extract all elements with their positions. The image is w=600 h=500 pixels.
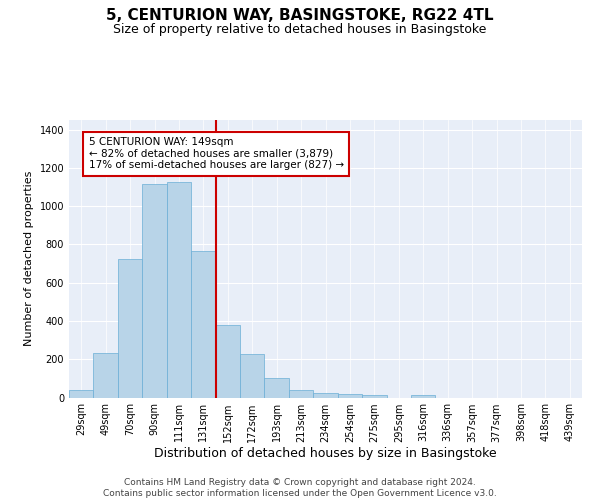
Text: Contains HM Land Registry data © Crown copyright and database right 2024.
Contai: Contains HM Land Registry data © Crown c… — [103, 478, 497, 498]
Text: 5 CENTURION WAY: 149sqm
← 82% of detached houses are smaller (3,879)
17% of semi: 5 CENTURION WAY: 149sqm ← 82% of detache… — [89, 137, 344, 170]
Text: 5, CENTURION WAY, BASINGSTOKE, RG22 4TL: 5, CENTURION WAY, BASINGSTOKE, RG22 4TL — [106, 8, 494, 22]
Bar — [411, 395, 436, 398]
Bar — [289, 390, 313, 398]
Bar — [265, 378, 289, 398]
Bar — [191, 251, 215, 398]
Bar — [215, 325, 240, 398]
Bar — [69, 390, 94, 398]
Text: Size of property relative to detached houses in Basingstoke: Size of property relative to detached ho… — [113, 22, 487, 36]
Bar — [142, 184, 167, 398]
Bar — [338, 394, 362, 398]
Y-axis label: Number of detached properties: Number of detached properties — [24, 171, 34, 346]
Bar — [167, 182, 191, 398]
X-axis label: Distribution of detached houses by size in Basingstoke: Distribution of detached houses by size … — [154, 448, 497, 460]
Bar — [313, 392, 338, 398]
Bar — [118, 259, 142, 398]
Bar — [94, 352, 118, 398]
Bar — [240, 354, 265, 398]
Bar — [362, 395, 386, 398]
